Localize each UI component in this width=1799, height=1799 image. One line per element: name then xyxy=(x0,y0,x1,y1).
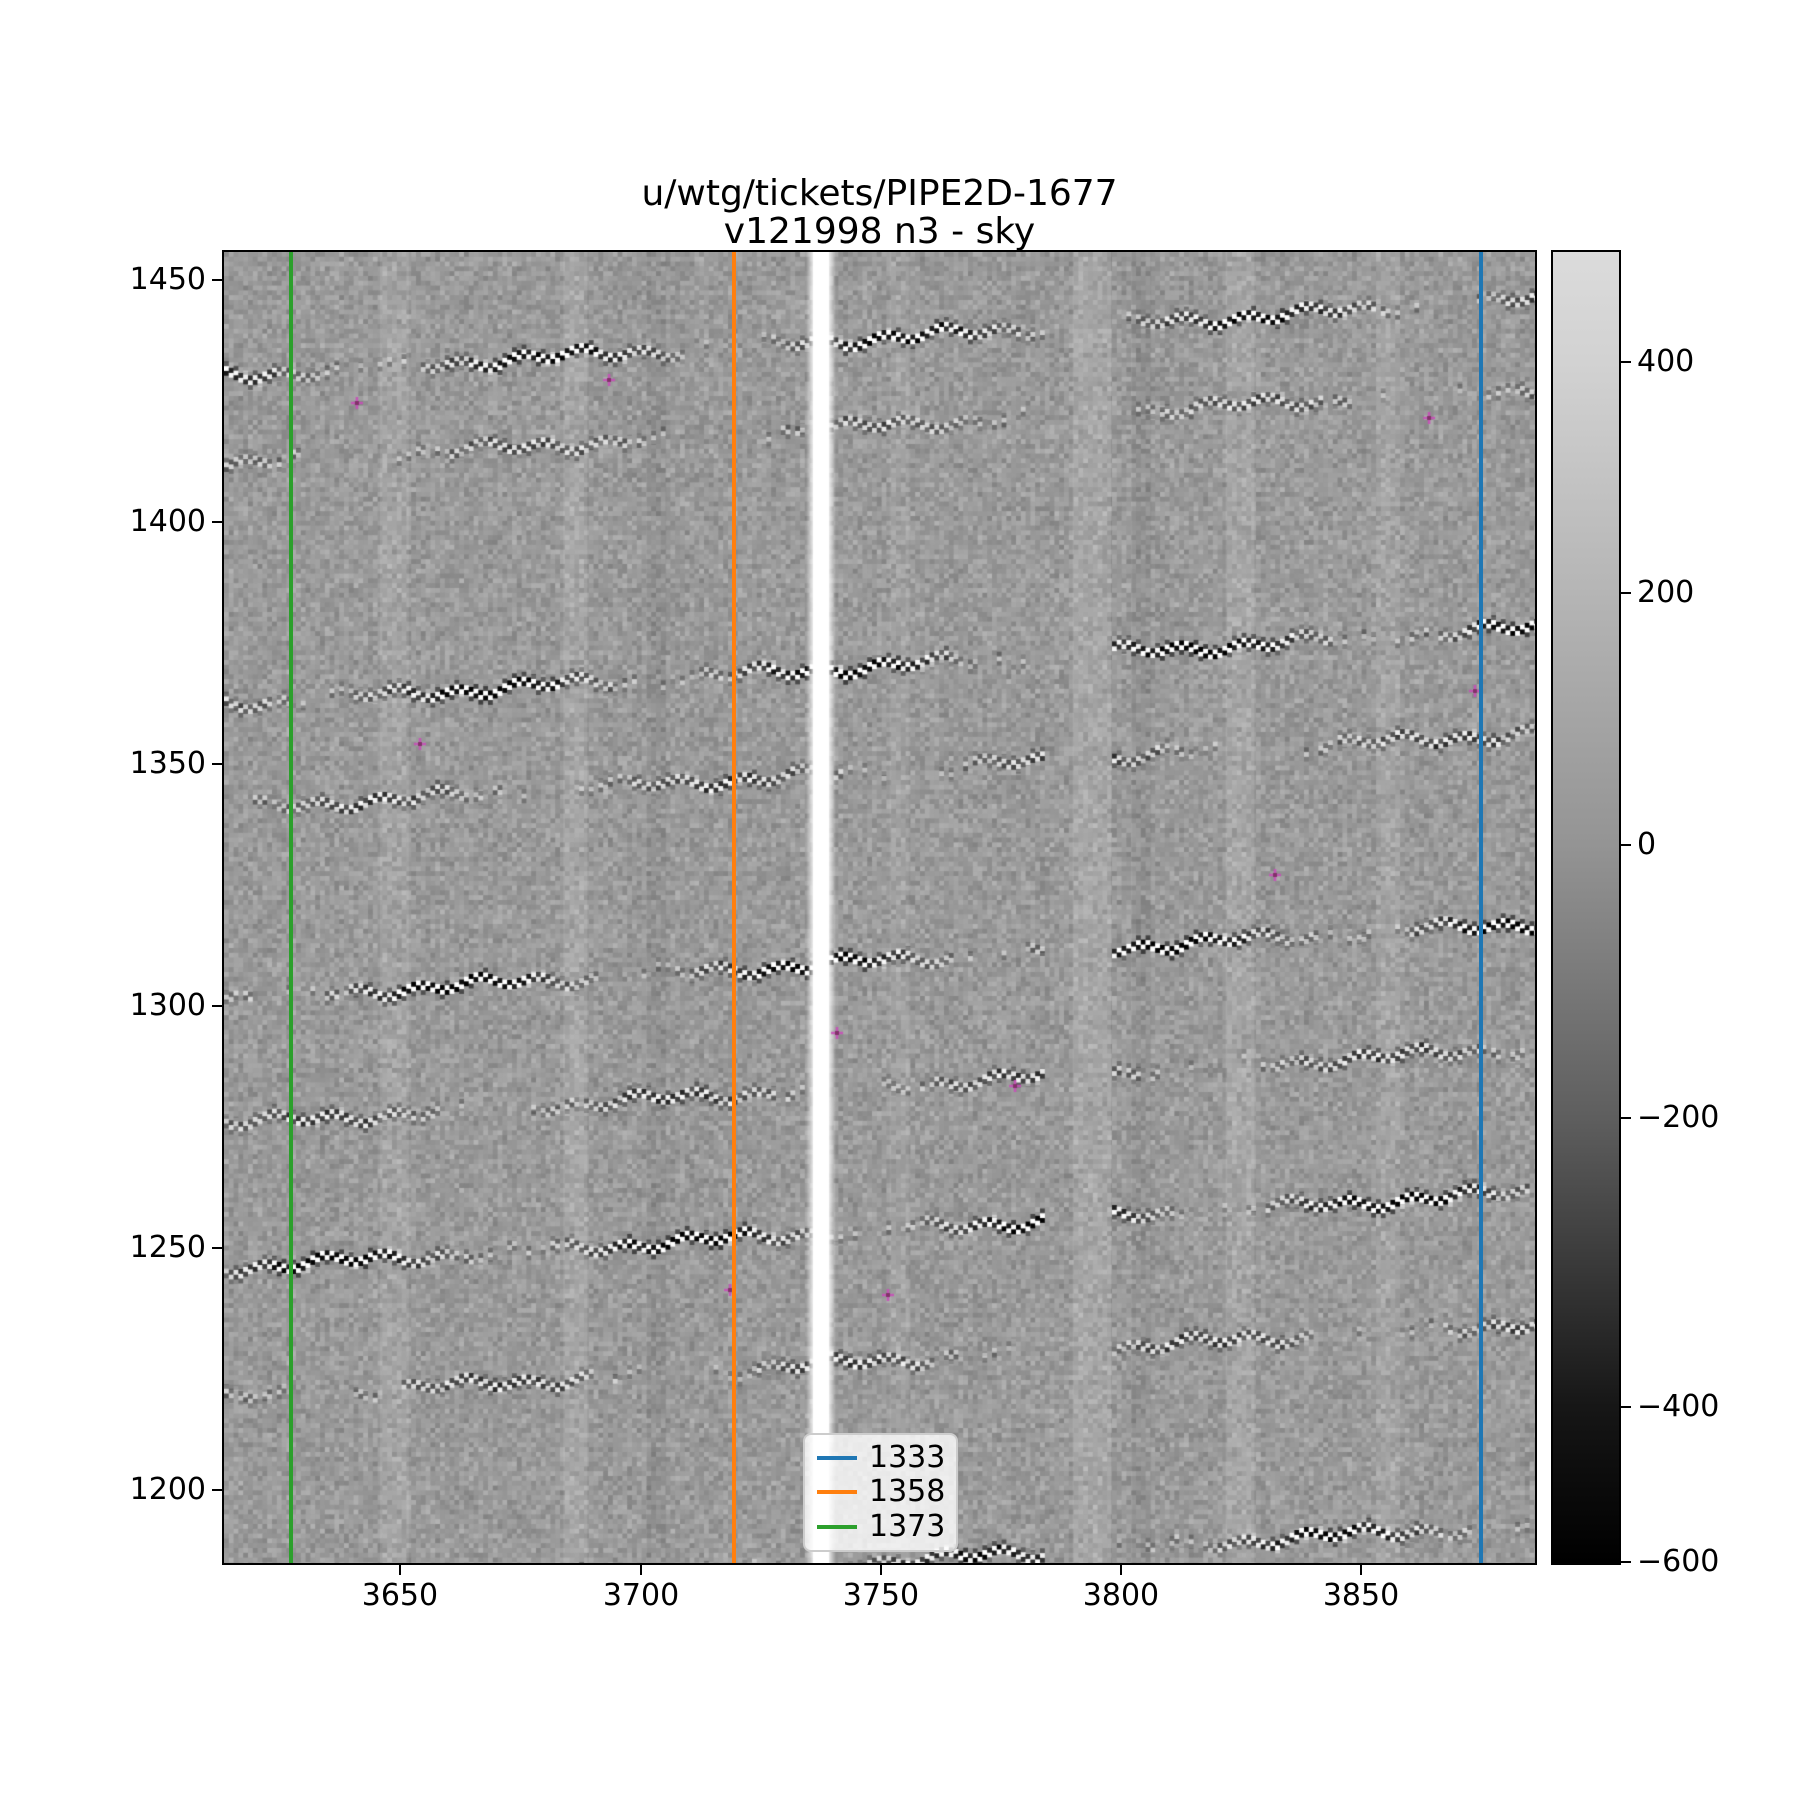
legend: 1333 1358 1373 xyxy=(803,1433,958,1552)
sky-image-canvas xyxy=(224,252,1535,1563)
colorbar-tick-label: 200 xyxy=(1637,574,1695,610)
y-tick-label: 1300 xyxy=(129,987,206,1023)
y-tick-mark xyxy=(212,1488,222,1491)
y-tick-label: 1200 xyxy=(129,1471,206,1507)
y-tick-mark xyxy=(212,1004,222,1007)
colorbar-tick-mark xyxy=(1621,591,1631,594)
x-tick-label: 3750 xyxy=(842,1578,920,1613)
x-tick-mark xyxy=(640,1565,643,1575)
legend-line-sample-orange xyxy=(817,1490,857,1495)
x-tick-label: 3700 xyxy=(602,1578,680,1613)
colorbar xyxy=(1551,250,1621,1565)
figure-title-line2: v121998 n3 - sky xyxy=(723,211,1036,252)
y-tick-label: 1400 xyxy=(129,504,206,540)
y-tick-label: 1350 xyxy=(129,745,206,781)
legend-label: 1358 xyxy=(869,1474,946,1510)
y-tick-mark xyxy=(212,521,222,524)
fiber-line-1358 xyxy=(731,252,736,1563)
x-tick-mark xyxy=(398,1565,401,1575)
legend-label: 1373 xyxy=(869,1508,946,1544)
fiber-line-1333 xyxy=(1478,252,1483,1563)
legend-line-sample-green xyxy=(817,1524,857,1529)
x-tick-mark xyxy=(1360,1565,1363,1575)
colorbar-tick-label: −400 xyxy=(1637,1388,1720,1424)
legend-label: 1333 xyxy=(869,1440,946,1476)
legend-row-1373: 1373 xyxy=(817,1508,946,1544)
legend-row-1358: 1358 xyxy=(817,1474,946,1510)
figure-title-line1: u/wtg/tickets/PIPE2D-1677 xyxy=(641,173,1118,214)
colorbar-tick-label: −200 xyxy=(1637,1100,1720,1136)
colorbar-tick-label: 0 xyxy=(1637,826,1657,862)
legend-row-1333: 1333 xyxy=(817,1440,946,1476)
x-tick-label: 3800 xyxy=(1082,1578,1160,1613)
colorbar-tick-mark xyxy=(1621,1117,1631,1120)
colorbar-tick-label: 400 xyxy=(1637,343,1695,379)
y-tick-label: 1250 xyxy=(129,1229,206,1265)
colorbar-tick-mark xyxy=(1621,1405,1631,1408)
colorbar-tick-mark xyxy=(1621,360,1631,363)
colorbar-tick-mark xyxy=(1621,843,1631,846)
legend-line-sample-blue xyxy=(817,1456,857,1461)
colorbar-tick-mark xyxy=(1621,1560,1631,1563)
x-tick-mark xyxy=(879,1565,882,1575)
colorbar-tick-label: −600 xyxy=(1637,1543,1720,1579)
y-tick-mark xyxy=(212,1246,222,1249)
y-tick-mark xyxy=(212,279,222,282)
y-tick-label: 1450 xyxy=(129,262,206,298)
fiber-line-1373 xyxy=(288,252,293,1563)
y-tick-mark xyxy=(212,762,222,765)
colorbar-gradient xyxy=(1553,252,1619,1563)
figure-title: u/wtg/tickets/PIPE2D-1677 v121998 n3 - s… xyxy=(224,175,1535,251)
x-tick-label: 3650 xyxy=(361,1578,439,1613)
x-tick-label: 3850 xyxy=(1322,1578,1400,1613)
x-tick-mark xyxy=(1119,1565,1122,1575)
